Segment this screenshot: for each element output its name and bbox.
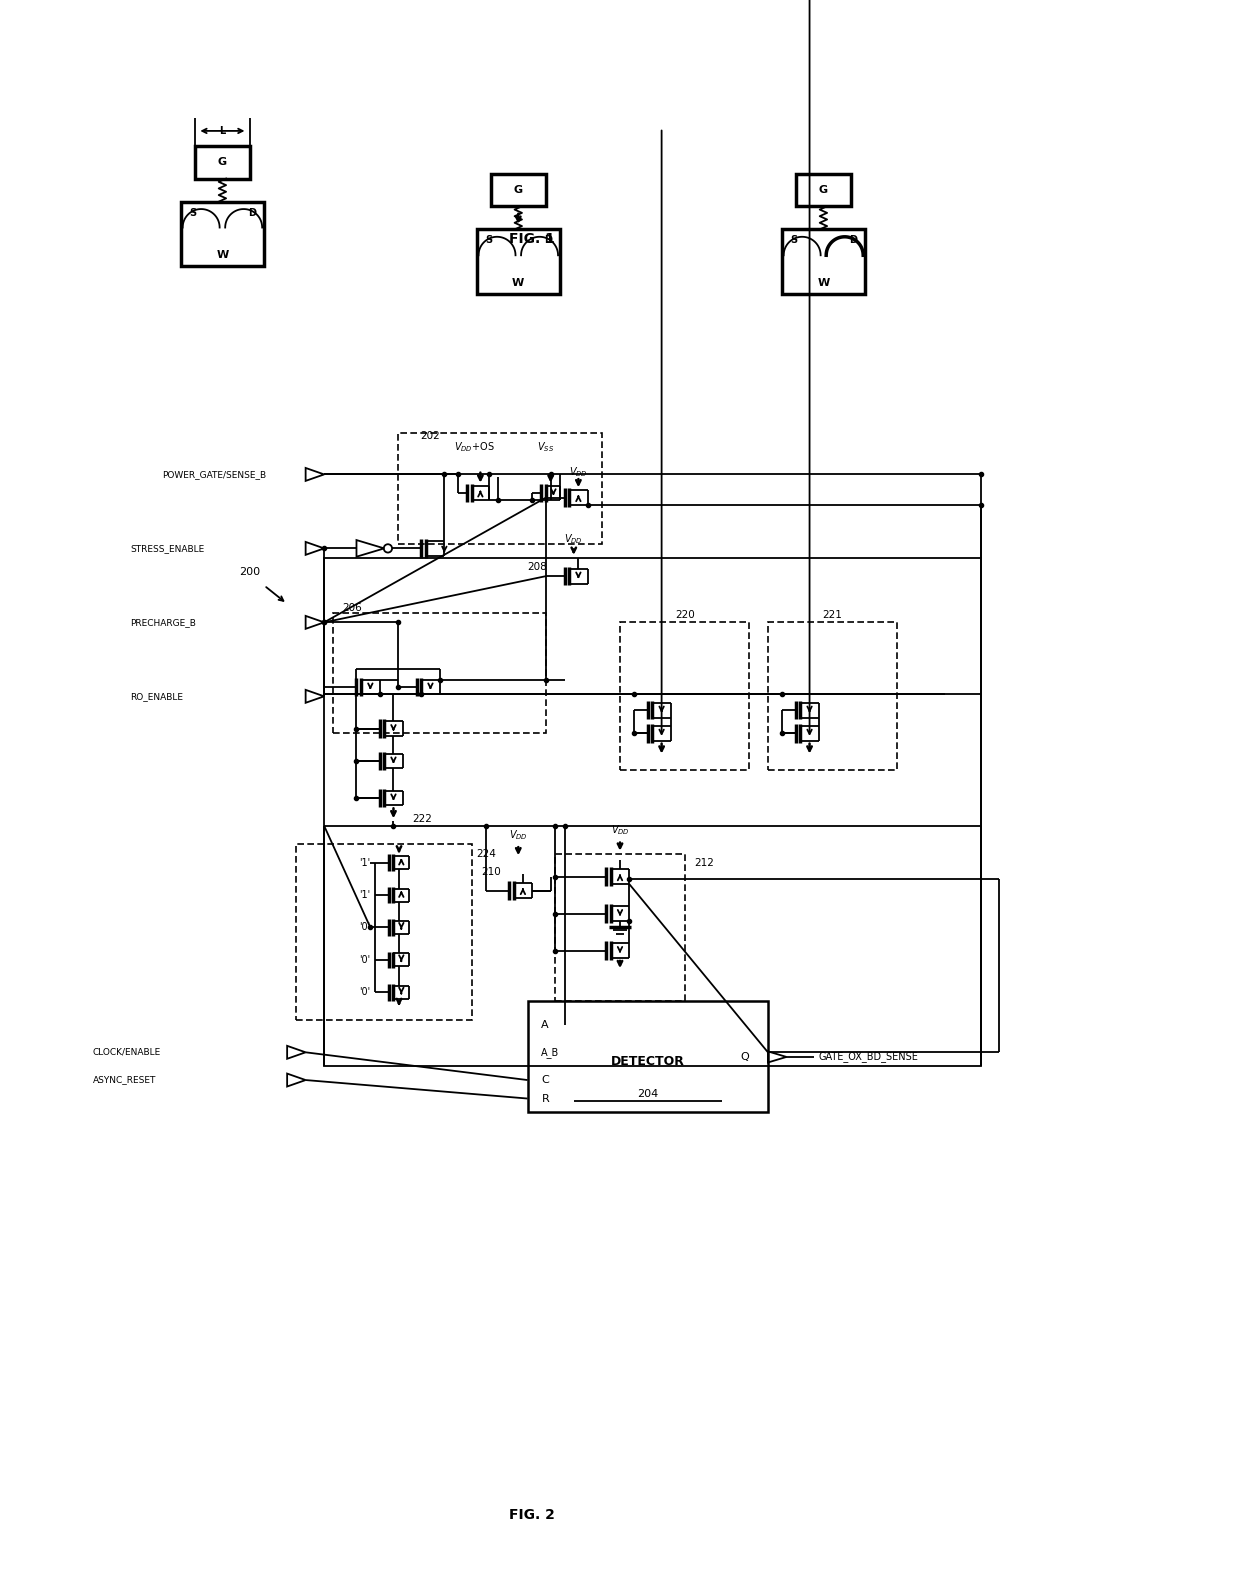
Text: GATE_OX_BD_SENSE: GATE_OX_BD_SENSE xyxy=(818,1052,919,1063)
Text: G: G xyxy=(218,158,227,168)
Text: '0': '0' xyxy=(360,954,371,966)
Bar xyxy=(296,844,472,1020)
Text: W: W xyxy=(216,251,228,260)
Bar xyxy=(796,174,851,206)
Bar xyxy=(195,147,250,179)
Text: $V_{DD}$: $V_{DD}$ xyxy=(569,464,588,479)
Bar xyxy=(476,230,560,294)
Text: 221: 221 xyxy=(822,610,843,619)
Bar xyxy=(556,854,684,1001)
Text: S: S xyxy=(190,207,196,217)
Text: '1': '1' xyxy=(360,857,371,868)
Text: 206: 206 xyxy=(342,603,362,613)
Text: W: W xyxy=(512,278,525,287)
Text: C: C xyxy=(542,1076,549,1085)
Text: G: G xyxy=(818,185,828,195)
Text: 224: 224 xyxy=(476,849,496,859)
Bar xyxy=(181,201,264,267)
Text: 208: 208 xyxy=(527,562,547,571)
Text: R: R xyxy=(542,1093,549,1103)
Text: FIG. 2: FIG. 2 xyxy=(510,1508,556,1521)
Bar xyxy=(527,1001,768,1112)
Text: S: S xyxy=(485,236,492,246)
Text: '0': '0' xyxy=(360,922,371,932)
Bar xyxy=(768,622,898,771)
Bar xyxy=(491,174,546,206)
Text: A_B: A_B xyxy=(542,1047,559,1058)
Text: '1': '1' xyxy=(360,891,371,900)
Text: 210: 210 xyxy=(481,867,501,878)
Text: D: D xyxy=(849,236,857,246)
Text: 220: 220 xyxy=(675,610,694,619)
Text: RO_ENABLE: RO_ENABLE xyxy=(130,691,184,701)
Text: STRESS_ENABLE: STRESS_ENABLE xyxy=(130,544,205,552)
Text: FIG. 1: FIG. 1 xyxy=(510,231,556,246)
Text: CLOCK/ENABLE: CLOCK/ENABLE xyxy=(93,1049,161,1057)
Text: '0': '0' xyxy=(360,988,371,998)
Text: A: A xyxy=(542,1020,549,1029)
Text: 200: 200 xyxy=(239,567,260,576)
Text: 212: 212 xyxy=(694,857,714,868)
Text: $V_{DD}$: $V_{DD}$ xyxy=(564,531,583,546)
Text: L: L xyxy=(219,126,226,136)
Bar xyxy=(620,622,749,771)
Bar xyxy=(334,613,546,733)
Text: 204: 204 xyxy=(637,1088,658,1100)
Text: $V_{DD}$: $V_{DD}$ xyxy=(610,824,630,838)
Text: 222: 222 xyxy=(412,814,432,824)
Bar xyxy=(781,230,866,294)
Text: Q: Q xyxy=(740,1052,749,1061)
Text: S: S xyxy=(790,236,797,246)
Text: DETECTOR: DETECTOR xyxy=(611,1055,684,1068)
Text: W: W xyxy=(817,278,830,287)
Text: PRECHARGE_B: PRECHARGE_B xyxy=(130,618,196,627)
Text: $V_{DD}$: $V_{DD}$ xyxy=(508,828,528,843)
Text: 202: 202 xyxy=(420,431,440,440)
Text: $V_{SS}$: $V_{SS}$ xyxy=(537,440,554,453)
Text: ASYNC_RESET: ASYNC_RESET xyxy=(93,1076,156,1085)
Bar xyxy=(324,557,981,1066)
Text: $V_{DD}$+OS: $V_{DD}$+OS xyxy=(454,440,495,453)
Bar xyxy=(398,433,601,544)
Text: D: D xyxy=(248,207,255,217)
Text: D: D xyxy=(544,236,552,246)
Text: POWER_GATE/SENSE_B: POWER_GATE/SENSE_B xyxy=(162,469,267,479)
Text: G: G xyxy=(513,185,523,195)
